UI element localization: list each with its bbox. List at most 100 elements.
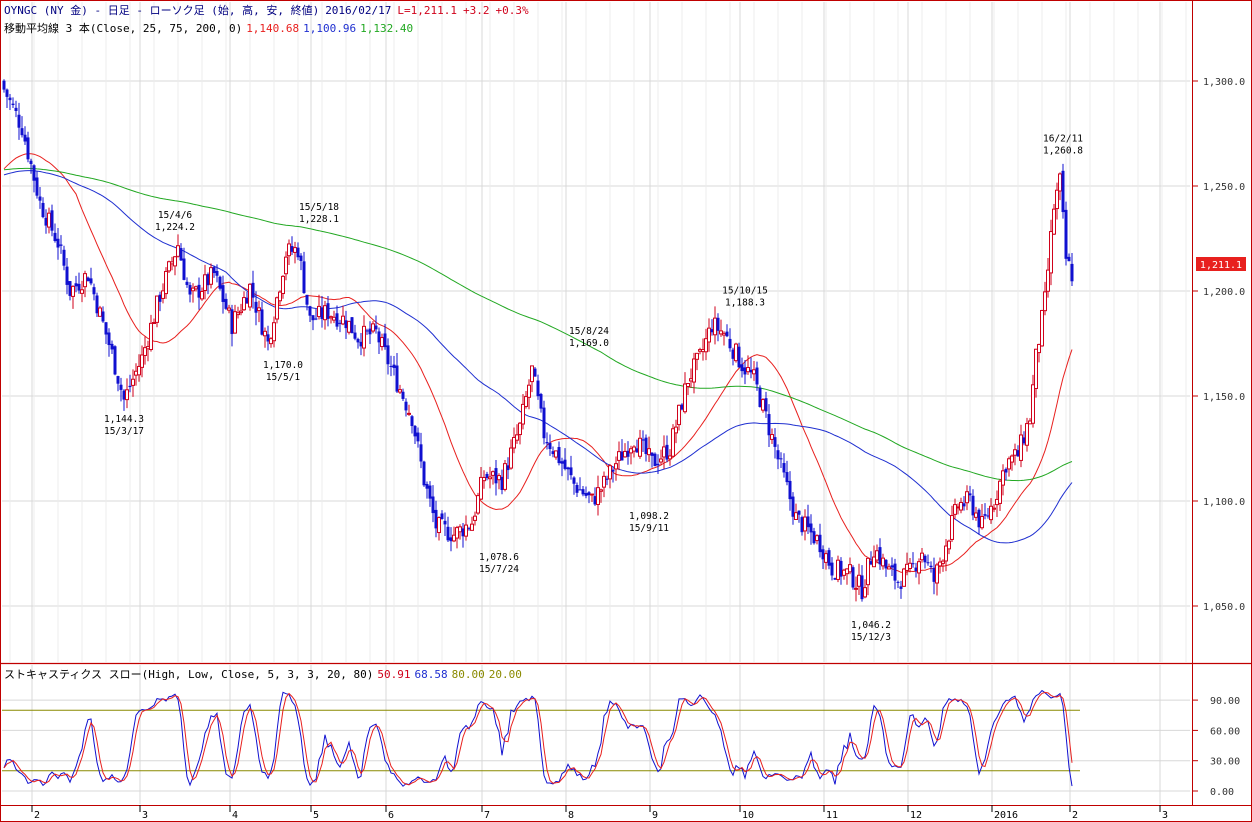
- candle-body-up: [908, 562, 912, 569]
- candle-body-down: [218, 276, 222, 289]
- candle-body-up: [902, 568, 906, 587]
- month-label: 8: [568, 810, 574, 821]
- candle-body-up: [287, 243, 291, 257]
- stoch-title: ストキャスティクス スロー(High, Low, Close, 5, 3, 3,…: [4, 668, 374, 681]
- candle-body-down: [542, 407, 546, 439]
- candle-body-up: [509, 447, 513, 469]
- candle-body-down: [890, 565, 894, 568]
- last-price-label: 1,211.1: [1200, 260, 1242, 271]
- price-tick-label: 1,100.0: [1203, 497, 1245, 508]
- candle-body-down: [422, 461, 426, 486]
- candle-body-up: [488, 476, 492, 480]
- candle-body-down: [731, 349, 735, 359]
- candle-body-up: [848, 564, 852, 573]
- candle-body-down: [740, 364, 744, 372]
- candle-body-down: [485, 473, 489, 478]
- candle-body-up: [239, 310, 243, 314]
- candle-body-up: [1025, 423, 1029, 446]
- candle-body-down: [758, 387, 762, 407]
- candle-body-down: [305, 294, 309, 305]
- candle-body-up: [938, 561, 942, 567]
- candle-body-down: [314, 318, 318, 320]
- candle-body-down: [923, 555, 927, 563]
- stoch-axis: 90.00 60.00 30.00 0.00: [1192, 696, 1240, 798]
- candle-body-up: [944, 545, 948, 562]
- price-tick-label: 1,050.0: [1203, 602, 1245, 613]
- candle-body-down: [725, 331, 729, 337]
- candle-body-down: [197, 284, 201, 298]
- candle-body-down: [776, 450, 780, 460]
- candle-body-up: [98, 307, 102, 317]
- stoch-k-line: [3, 689, 1073, 787]
- candle-body-up: [554, 450, 558, 458]
- candle-body-down: [500, 476, 504, 490]
- candle-body-down: [977, 509, 981, 528]
- candle-body-down: [401, 391, 405, 399]
- candle-body-down: [353, 332, 357, 339]
- chart-header: OYNGC (NY 金) - 日足 - ローソク足 (始, 高, 安, 終値) 2…: [4, 4, 535, 18]
- stoch-d-value: 68.58: [414, 668, 448, 681]
- candle-body-up: [803, 516, 807, 532]
- candle-body-down: [962, 503, 966, 507]
- candle-body-down: [413, 425, 417, 437]
- candle-body-down: [110, 343, 114, 350]
- candle-body-down: [911, 563, 915, 565]
- candle-body-down: [650, 452, 654, 456]
- candle-body-down: [230, 309, 234, 335]
- candle-body-down: [23, 134, 27, 142]
- grid: [2, 2, 1190, 804]
- annotation-date: 15/3/17: [104, 426, 144, 437]
- candle-body-down: [626, 450, 630, 457]
- candle-body-down: [893, 563, 897, 581]
- stoch-upper-value: 80.00: [451, 668, 485, 681]
- candle-body-down: [467, 528, 471, 530]
- month-label: 9: [652, 810, 658, 821]
- candle-body-down: [374, 325, 378, 330]
- candle-body-down: [308, 306, 312, 316]
- candle-body-down: [50, 210, 54, 231]
- candle-body-up: [47, 212, 51, 228]
- candle-body-down: [1061, 170, 1065, 213]
- candle-body-down: [290, 246, 294, 252]
- candle-body-up: [233, 311, 237, 334]
- candle-body-up: [674, 426, 678, 434]
- candle-body-down: [425, 483, 429, 489]
- candle-body-up: [83, 273, 87, 288]
- candle-body-down: [557, 447, 561, 464]
- candle-body-down: [302, 261, 306, 294]
- candle-body-up: [992, 507, 996, 510]
- candle-body-up: [176, 245, 180, 257]
- candle-body-down: [728, 338, 732, 349]
- month-label: 5: [313, 810, 319, 821]
- candle-body-up: [1034, 348, 1038, 389]
- candle-body-down: [56, 238, 60, 248]
- candle-body-down: [32, 165, 36, 181]
- candle-body-up: [191, 287, 195, 292]
- candle-body-up: [248, 283, 252, 308]
- candle-body-down: [821, 549, 825, 560]
- header-change: +3.2: [463, 4, 490, 17]
- candle-body-up: [155, 295, 159, 323]
- candle-body-up: [1058, 173, 1062, 192]
- candle-body-down: [29, 160, 33, 165]
- candle-body-up: [746, 367, 750, 373]
- candle-body-down: [932, 567, 936, 582]
- candle-body-down: [575, 485, 579, 493]
- candle-body-up: [980, 516, 984, 529]
- candle-body-up: [437, 517, 441, 534]
- header-date: 2016/02/17: [325, 4, 392, 17]
- candle-body-down: [1064, 209, 1068, 259]
- candle-body-down: [296, 247, 300, 258]
- annotation-date: 15/9/11: [629, 523, 669, 534]
- candle-body-up: [332, 316, 336, 321]
- candle-body-down: [416, 432, 420, 442]
- candle-body-down: [791, 496, 795, 517]
- candle-body-up: [1037, 343, 1041, 354]
- candle-body-up: [464, 524, 468, 537]
- candle-body-up: [227, 307, 231, 311]
- candle-body-down: [14, 107, 18, 111]
- candle-body-down: [812, 531, 816, 544]
- candle-body-down: [641, 439, 645, 441]
- month-label: 11: [826, 810, 838, 821]
